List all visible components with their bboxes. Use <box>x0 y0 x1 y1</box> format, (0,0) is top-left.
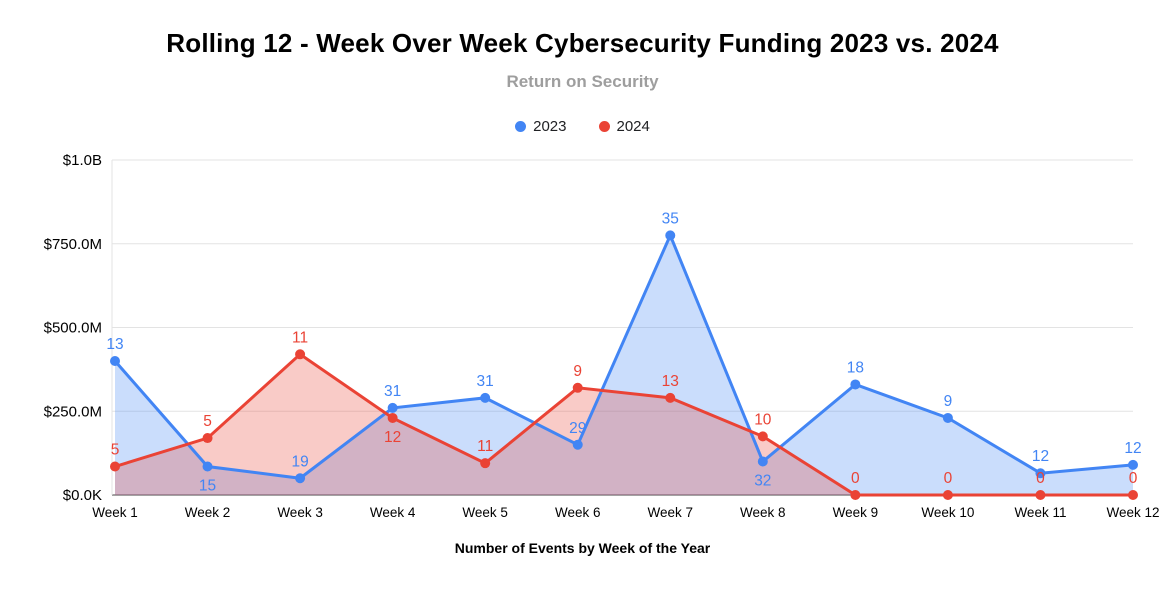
data-label-2024-week-4: 12 <box>384 429 401 446</box>
data-label-2024-week-5: 11 <box>477 438 493 455</box>
data-label-2024-week-10: 0 <box>944 470 953 487</box>
data-label-2023-week-2: 15 <box>199 478 216 495</box>
area-2024 <box>115 354 1133 495</box>
x-axis-title: Number of Events by Week of the Year <box>454 540 711 556</box>
data-label-2023-week-10: 9 <box>944 393 953 410</box>
point-2023-week-4 <box>387 402 398 413</box>
legend-label-2023: 2023 <box>533 118 567 135</box>
x-tick-label: Week 12 <box>1106 505 1159 520</box>
legend-item-2024: 2024 <box>598 118 650 135</box>
point-2023-week-9 <box>850 379 861 390</box>
point-2024-week-1 <box>110 461 120 472</box>
legend-label-2024: 2024 <box>616 118 650 135</box>
data-label-2023-week-6: 29 <box>569 420 586 437</box>
point-2024-week-12 <box>1128 490 1138 500</box>
line-2023 <box>113 231 1134 480</box>
line-2024 <box>114 352 1133 497</box>
data-label-2023-week-7: 35 <box>662 210 679 227</box>
data-label-2023-week-9: 18 <box>847 359 864 376</box>
point-2023-week-12 <box>1128 459 1138 470</box>
point-2024-week-5 <box>480 458 491 469</box>
data-label-2024-week-3: 11 <box>292 329 308 346</box>
chart-title: Rolling 12 - Week Over Week Cybersecurit… <box>166 28 999 58</box>
legend-dot-2023-icon <box>515 121 527 132</box>
point-2023-week-1 <box>110 356 120 366</box>
data-label-2023-week-1: 13 <box>106 336 123 353</box>
y-tick-label: $750.0M <box>44 236 102 253</box>
legend-item-2023: 2023 <box>515 118 567 135</box>
data-label-2024-week-7: 13 <box>662 373 679 390</box>
data-label-2024-week-8: 10 <box>754 411 772 428</box>
data-label-2023-week-3: 19 <box>291 453 308 470</box>
point-2023-week-2 <box>202 461 213 472</box>
data-label-2024-week-12: 0 <box>1129 470 1138 487</box>
y-tick-label: $500.0M <box>44 320 102 337</box>
x-tick-label: Week 6 <box>555 505 601 520</box>
legend-dot-2024-icon <box>598 121 610 132</box>
data-label-2023-week-8: 32 <box>754 473 771 490</box>
legend: 2023 2024 <box>0 118 1165 135</box>
point-2024-week-4 <box>387 412 398 423</box>
point-2024-week-9 <box>850 490 861 500</box>
point-2023-week-3 <box>295 473 306 484</box>
data-label-2023-week-5: 31 <box>477 373 494 390</box>
data-label-2024-week-11: 0 <box>1036 470 1045 487</box>
y-tick-label: $250.0M <box>44 403 102 420</box>
x-tick-label: Week 9 <box>833 505 879 520</box>
point-2024-week-3 <box>295 349 306 360</box>
x-tick-label: Week 3 <box>277 505 323 520</box>
x-tick-label: Week 5 <box>462 505 508 520</box>
data-label-2024-week-1: 5 <box>111 442 120 459</box>
x-tick-label: Week 7 <box>648 505 694 520</box>
point-2023-week-10 <box>942 412 953 423</box>
x-tick-label: Week 4 <box>370 505 416 520</box>
point-2024-week-11 <box>1035 490 1046 500</box>
point-2023-week-5 <box>480 392 491 403</box>
point-2024-week-7 <box>665 392 676 403</box>
point-2024-week-2 <box>202 433 213 444</box>
data-label-2023-week-12: 12 <box>1124 440 1141 457</box>
point-2024-week-10 <box>942 490 953 500</box>
data-label-2023-week-4: 31 <box>384 383 401 400</box>
y-tick-label: $0.0K <box>63 487 102 504</box>
data-label-2024-week-2: 5 <box>203 413 212 430</box>
point-2023-week-7 <box>665 230 676 241</box>
point-2023-week-8 <box>757 456 768 467</box>
y-tick-label: $1.0B <box>63 152 102 169</box>
x-tick-label: Week 1 <box>92 505 138 520</box>
x-tick-label: Week 2 <box>185 505 231 520</box>
data-label-2024-week-9: 0 <box>851 470 860 487</box>
point-2023-week-6 <box>572 439 583 450</box>
x-tick-label: Week 8 <box>740 505 786 520</box>
point-2024-week-8 <box>757 431 768 442</box>
area-2023 <box>115 235 1133 495</box>
data-label-2024-week-6: 9 <box>573 363 582 380</box>
point-2024-week-6 <box>572 382 583 393</box>
x-tick-label: Week 10 <box>921 505 974 520</box>
chart-subtitle: Return on Security <box>506 72 659 91</box>
point-2023-week-11 <box>1035 468 1046 479</box>
x-tick-label: Week 11 <box>1014 505 1066 520</box>
data-label-2023-week-11: 12 <box>1032 448 1049 465</box>
